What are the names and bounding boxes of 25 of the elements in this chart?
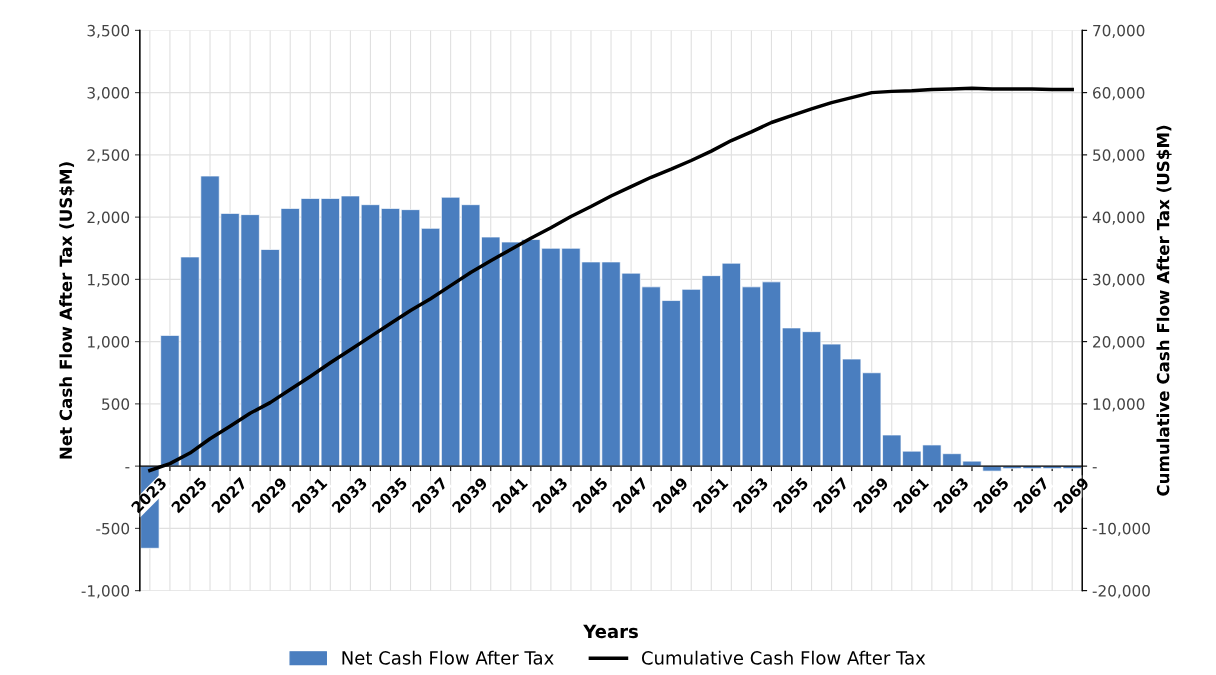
x-axis-title: Years: [583, 624, 638, 639]
y2-tick-label: 50,000: [1093, 149, 1145, 163]
y-axis-title: Net Cash Flow After Tax (US$M): [59, 162, 75, 459]
y2-tick-label: 20,000: [1093, 336, 1145, 350]
y-tick-label: -: [125, 467, 130, 469]
y-tick-label: 3,000: [87, 87, 130, 101]
y2-tick-label: 10,000: [1093, 398, 1145, 412]
y-tick-label: 3,500: [87, 24, 130, 38]
y2-tick-label: 70,000: [1093, 24, 1145, 38]
y-tick-label: 1,000: [88, 336, 130, 350]
y2-tick-label: 60,000: [1093, 87, 1145, 101]
y-tick-label: -500: [96, 522, 130, 535]
y-tick-label: 1,500: [88, 273, 130, 287]
y-tick-label: -1,000: [81, 585, 130, 599]
y2-tick-label: -10,000: [1092, 522, 1150, 536]
y2-tick-label: 30,000: [1093, 273, 1145, 287]
y-tick-label: 500: [102, 398, 130, 410]
y2-tick-label: -: [1092, 467, 1097, 469]
legend-label: Net Cash Flow After Tax: [342, 650, 554, 665]
y2-axis-title: Cumulative Cash Flow After Tax (US$M): [1156, 125, 1172, 496]
y-tick-label: 2,000: [87, 211, 130, 225]
y2-tick-label: 40,000: [1092, 211, 1145, 225]
y2-tick-label: -20,000: [1092, 585, 1150, 599]
y-tick-label: 2,500: [87, 149, 130, 163]
legend-label: Cumulative Cash Flow After Tax: [641, 650, 926, 665]
